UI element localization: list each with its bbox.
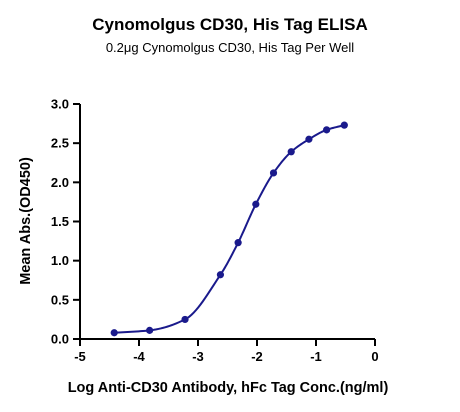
- data-point: [305, 135, 313, 143]
- plot-area: 0.0 0.5 1.0 1.5 2.0 2.5 3.0 -5 -4 -3 -2 -1 0: [51, 97, 379, 365]
- data-point: [181, 315, 189, 324]
- x-axis-label: Log Anti-CD30 Antibody, hFc Tag Conc.(ng…: [68, 380, 389, 396]
- chart-title: Cynomolgus CD30, His Tag ELISA: [92, 15, 368, 34]
- data-point: [340, 121, 348, 129]
- y-tick-label: 0.5: [51, 292, 69, 307]
- y-axis-label: Mean Abs.(OD450): [18, 157, 34, 285]
- data-points-layer: [110, 121, 348, 337]
- y-tick-label: 2.0: [51, 175, 69, 190]
- fit-curve-layer: [114, 124, 345, 334]
- data-point: [234, 239, 242, 247]
- data-point: [110, 329, 118, 337]
- x-tick-label: -3: [192, 349, 204, 364]
- data-point: [252, 200, 260, 208]
- x-axis-ticks: -5 -4 -3 -2 -1 0: [74, 339, 379, 364]
- x-tick-label: -2: [251, 349, 263, 364]
- chart-subtitle: 0.2μg Cynomolgus CD30, His Tag Per Well: [106, 40, 354, 55]
- y-tick-label: 0.0: [51, 332, 69, 347]
- y-tick-label: 3.0: [51, 97, 69, 112]
- data-point: [216, 271, 225, 279]
- fit-curve: [114, 124, 345, 334]
- y-tick-label: 2.5: [51, 136, 69, 151]
- x-tick-label: -1: [310, 349, 322, 364]
- y-tick-label: 1.5: [51, 214, 69, 229]
- y-axis-ticks: 0.0 0.5 1.0 1.5 2.0 2.5 3.0: [51, 97, 80, 347]
- data-point: [269, 169, 278, 177]
- y-tick-label: 1.0: [51, 253, 69, 268]
- data-point: [146, 326, 154, 334]
- data-point: [323, 126, 331, 134]
- x-tick-label: 0: [371, 349, 378, 364]
- x-tick-label: -4: [133, 349, 145, 364]
- data-point: [287, 148, 295, 156]
- x-tick-label: -5: [74, 349, 86, 364]
